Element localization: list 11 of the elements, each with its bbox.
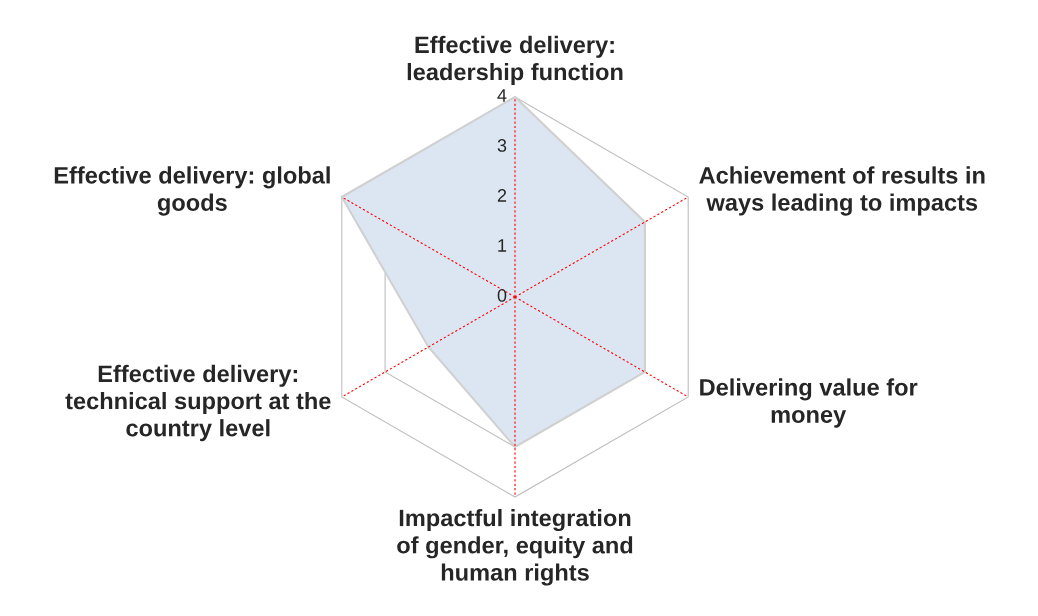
spoke-label: Effective delivery: leadership function	[407, 35, 623, 85]
spoke-label: Achievement of results in ways leading to impacts	[699, 166, 985, 216]
y-tick-label: 1	[498, 239, 507, 252]
spoke-label: Delivering value for money	[700, 378, 918, 428]
y-tick-label: 3	[497, 139, 507, 152]
y-tick-label: 0	[497, 289, 507, 302]
spoke-label: Impactful integration of gender, equity and human rights	[397, 509, 633, 586]
y-tick-label: 2	[497, 189, 507, 202]
y-tick-label: 4	[497, 89, 507, 102]
spoke-label: Effective delivery: global goods	[54, 166, 330, 216]
spoke-label: Effective delivery: technical support at the country level	[65, 364, 331, 442]
